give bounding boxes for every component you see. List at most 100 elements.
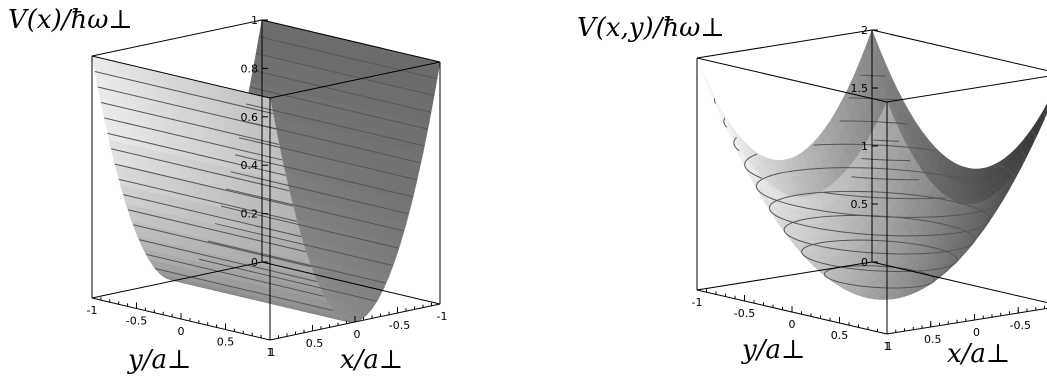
contour-line bbox=[733, 137, 740, 152]
box-edge-back-0 bbox=[261, 261, 441, 305]
contour-line bbox=[114, 163, 294, 207]
contour-line bbox=[234, 154, 414, 198]
z-tick-label: 0 bbox=[861, 256, 868, 269]
z-tick-label: 0.4 bbox=[241, 159, 259, 172]
z-tick-label: 1.5 bbox=[851, 82, 869, 95]
surface-patch bbox=[696, 57, 710, 89]
contour-line bbox=[238, 137, 418, 181]
contour-line bbox=[713, 98, 716, 104]
contour-line bbox=[996, 164, 1015, 190]
z-tick-label: 0.2 bbox=[241, 208, 259, 221]
y-tick-label: 0.5 bbox=[831, 329, 849, 342]
contour-line bbox=[723, 117, 728, 128]
contour-line bbox=[259, 36, 438, 80]
contour-line bbox=[111, 148, 290, 192]
contour-line bbox=[154, 268, 334, 312]
x-tick-label: 0 bbox=[354, 328, 361, 341]
contour-line bbox=[198, 258, 378, 302]
box-edge-front-5 bbox=[696, 29, 873, 59]
contour-line bbox=[132, 224, 312, 268]
box-edge-front-5 bbox=[91, 19, 263, 57]
contour-line bbox=[851, 176, 920, 181]
x-tick-label: 0.5 bbox=[306, 337, 324, 350]
z-tick-label: 0.5 bbox=[851, 198, 869, 211]
contour-line bbox=[256, 53, 435, 96]
contour-line bbox=[138, 239, 318, 283]
y-tick-label: 0 bbox=[178, 325, 185, 338]
contour-line bbox=[246, 103, 425, 147]
y-tick-label: -0.5 bbox=[126, 315, 147, 328]
y-tick-label: -0.5 bbox=[734, 307, 755, 320]
x-tick-label: 0.5 bbox=[924, 333, 942, 346]
z-tick-label: 0 bbox=[251, 256, 258, 269]
contour-line bbox=[1019, 149, 1026, 164]
contour-line bbox=[813, 143, 936, 151]
contour-line bbox=[207, 240, 387, 284]
contour-line bbox=[801, 239, 958, 273]
left-surface-panel: 0 0.2 0.4 0.6 0.8 1 -1 -0.5 0 0.5 1 1 0.5 0 -0.5 -1 V(x… bbox=[0, 0, 520, 378]
contour-line bbox=[123, 194, 302, 238]
contour-line bbox=[252, 69, 432, 113]
y-tick-label: 1 bbox=[884, 340, 891, 353]
y-tick-label: 0.5 bbox=[217, 336, 235, 349]
x-tick-label: 0 bbox=[973, 326, 980, 339]
y-tick-label: -1 bbox=[87, 304, 98, 317]
contour-line bbox=[859, 74, 886, 77]
box-edge-front-4 bbox=[91, 55, 271, 99]
contour-line bbox=[1031, 130, 1036, 142]
contour-line bbox=[249, 86, 428, 130]
contour-line bbox=[104, 117, 283, 161]
right-z-axis-label: V(x,y)/ħω⊥ bbox=[577, 13, 725, 43]
contour-line bbox=[145, 253, 325, 297]
y-tick-label: 0 bbox=[789, 318, 796, 331]
contour-line bbox=[225, 188, 405, 232]
contour-line bbox=[100, 102, 280, 145]
box-edge-front-1 bbox=[91, 261, 263, 299]
contour-line bbox=[861, 158, 911, 162]
contour-line bbox=[230, 171, 409, 215]
contour-line bbox=[783, 214, 976, 255]
contour-line bbox=[823, 191, 946, 200]
y-tick-label: -1 bbox=[692, 296, 703, 309]
contour-line bbox=[873, 139, 900, 142]
contour-line bbox=[755, 167, 1004, 218]
contour-line bbox=[127, 209, 307, 253]
y-tick-label: 1 bbox=[267, 346, 274, 359]
contour-line bbox=[97, 86, 276, 130]
z-tick-label: 2 bbox=[861, 24, 868, 37]
x-tick-label: 1 bbox=[886, 340, 893, 353]
contour-line bbox=[107, 132, 286, 176]
contour-line bbox=[220, 205, 400, 249]
left-z-axis-label: V(x)/ħω⊥ bbox=[8, 5, 133, 35]
left-x-axis-label: x/a⊥ bbox=[340, 345, 403, 375]
contour-line bbox=[118, 178, 298, 222]
x-tick-label: 1 bbox=[269, 346, 276, 359]
z-tick-label: 1 bbox=[861, 140, 868, 153]
contour-line bbox=[94, 71, 273, 115]
z-tick-label: 0.6 bbox=[241, 111, 259, 124]
contour-line bbox=[768, 190, 991, 237]
z-tick-label: 0.8 bbox=[241, 62, 259, 75]
contour-line bbox=[839, 120, 908, 125]
contour-line bbox=[214, 223, 394, 267]
right-x-axis-label: x/a⊥ bbox=[947, 339, 1010, 369]
x-tick-label: -1 bbox=[437, 310, 448, 323]
contour-line bbox=[744, 153, 763, 179]
x-tick-label: -0.5 bbox=[1010, 319, 1031, 332]
left-surface-mesh bbox=[91, 19, 441, 323]
contour-line bbox=[1043, 112, 1046, 118]
box-edge-back-2 bbox=[871, 29, 1047, 72]
box-edge-back-2 bbox=[261, 19, 441, 63]
box-edge-front-1 bbox=[696, 261, 873, 291]
left-y-axis-label: y/a⊥ bbox=[127, 345, 191, 375]
z-tick-label: 1 bbox=[251, 14, 258, 27]
x-tick-label: -0.5 bbox=[389, 319, 410, 332]
box-edge-back-4 bbox=[269, 61, 441, 99]
box-edge-back-4 bbox=[886, 75, 1047, 103]
box-edge-front-4 bbox=[696, 57, 888, 103]
